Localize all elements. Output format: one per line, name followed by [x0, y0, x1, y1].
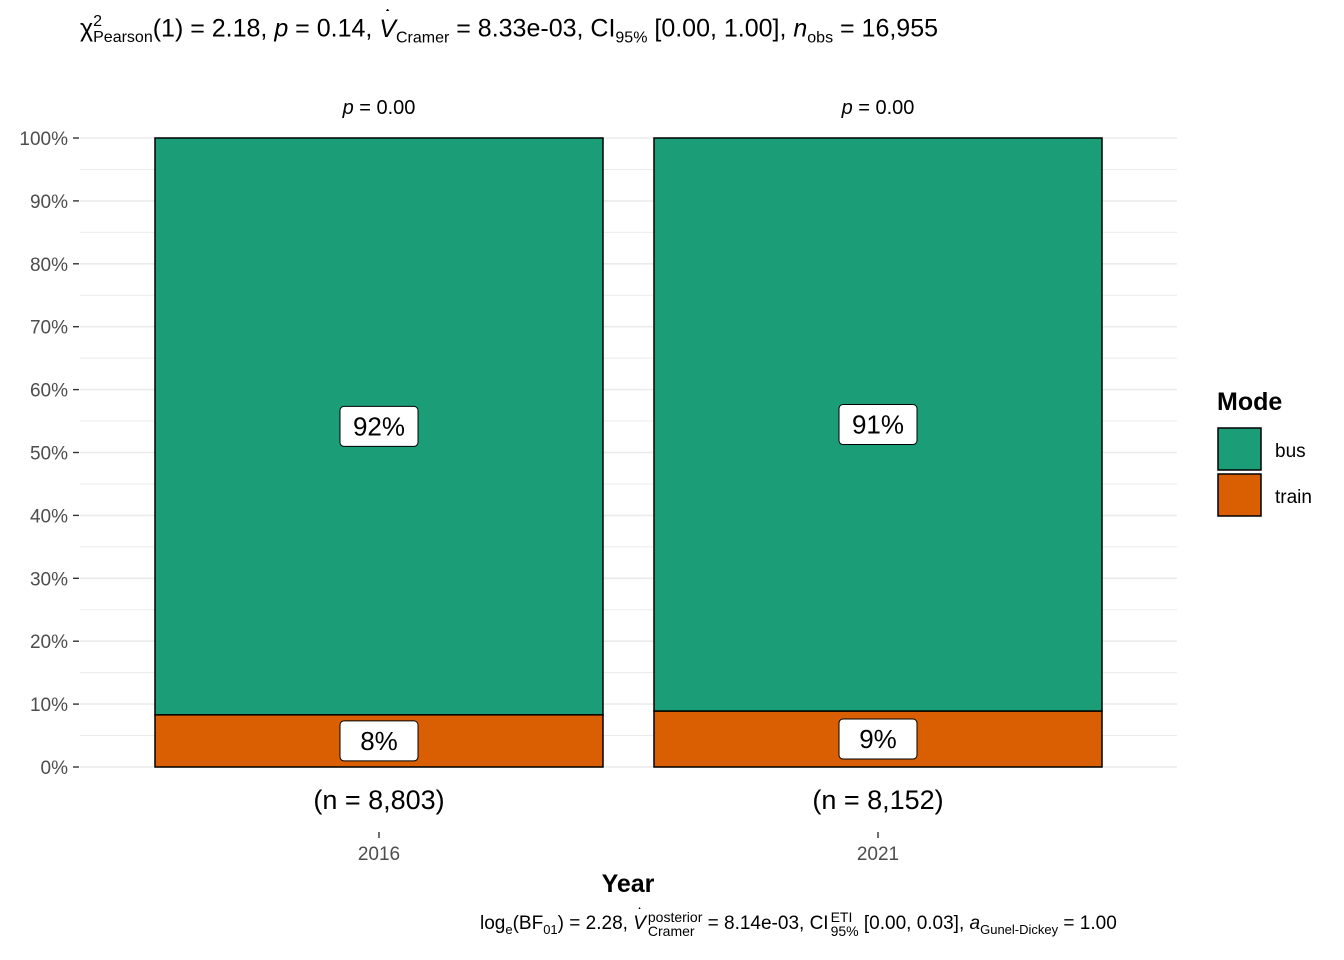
y-tick-label: 60% — [30, 381, 68, 402]
df-text: (1) — [152, 14, 184, 43]
y-tick-label: 0% — [41, 758, 69, 779]
v-value: = 8.33e-03, CI — [449, 14, 616, 43]
legend-title: Mode — [1217, 388, 1282, 416]
bf-label: (BF — [512, 913, 544, 935]
p-value: = 0.14, — [288, 14, 380, 43]
bar-labels: 8% 92% p = 0.00 (n = 8,803) 9% 91% p = 0.00 (n … — [313, 97, 943, 815]
prior-symbol: a — [969, 913, 981, 935]
data-label-box — [339, 405, 419, 447]
data-label-bus-2016: 92% — [353, 411, 405, 441]
y-axis-ticks: 0% 10% 20% 30% 40% 50% 60% 70% 80% 90% 100% — [19, 129, 79, 779]
legend[interactable]: Mode bus train — [1217, 388, 1312, 517]
data-label-train-2021: 9% — [859, 724, 897, 754]
data-label-bus-2021: 91% — [852, 410, 904, 440]
v-hat-symbol: V — [379, 14, 396, 43]
v-post-sup: posterior — [647, 909, 703, 925]
x-axis-title: Year — [602, 870, 655, 898]
v-sub: Cramer — [395, 29, 450, 47]
ci-sub: 95% — [615, 29, 648, 47]
prior-value: = 1.00 — [1058, 913, 1117, 935]
y-tick-label: 30% — [30, 569, 68, 590]
sample-size-label: (n = 8,152) — [812, 785, 943, 815]
y-tick-label: 70% — [30, 318, 68, 339]
ci-eti-sup: ETI — [830, 909, 853, 925]
y-tick-label: 20% — [30, 632, 68, 653]
y-tick-label: 50% — [30, 444, 68, 465]
v-post-symbol: V — [633, 913, 646, 935]
chi-symbol: χ — [80, 14, 94, 43]
ci-eti-sub: 95% — [830, 923, 859, 939]
prior-sub: Gunel-Dickey — [980, 921, 1059, 937]
bar-top-p-label: p = 0.00 — [342, 97, 416, 119]
x-tick-label: 2016 — [358, 844, 400, 865]
y-tick-label: 90% — [30, 192, 68, 213]
v-post-sub: Cramer — [647, 923, 695, 939]
ci-eti-value: [0.00, 0.03], — [858, 913, 970, 935]
sample-size-label: (n = 8,803) — [313, 785, 444, 815]
v-post-value: = 8.14e-03, CI — [702, 913, 829, 935]
bf-value: ) = 2.28, — [557, 913, 634, 935]
n-value: = 16,955 — [833, 14, 939, 43]
y-tick-label: 80% — [30, 255, 68, 276]
bf-sub: 01 — [543, 921, 558, 937]
legend-label-train[interactable]: train — [1275, 487, 1312, 508]
chart-subtitle: χ 2 Pearson (1) = 2.18, p = 0.14, VCramer =… — [80, 14, 938, 48]
y-tick-label: 100% — [19, 129, 68, 150]
legend-label-bus[interactable]: bus — [1275, 441, 1306, 462]
p-label: p — [274, 14, 289, 43]
bar-top-p-label: p = 0.00 — [841, 97, 915, 119]
data-label-box — [339, 720, 419, 762]
log-sub: e — [505, 921, 513, 937]
x-axis-ticks: 2016 2021 — [358, 832, 899, 865]
y-tick-label: 10% — [30, 695, 68, 716]
ci-value: [0.00, 1.00], — [647, 14, 794, 43]
chi-sub: Pearson — [93, 29, 153, 46]
y-tick-label: 40% — [30, 506, 68, 527]
chi-sup: 2 — [93, 13, 103, 30]
chi-value: = 2.18, — [183, 14, 275, 43]
legend-key-train[interactable] — [1217, 473, 1262, 517]
n-sub: obs — [807, 29, 834, 47]
log-label: log — [480, 913, 506, 935]
data-label-train-2016: 8% — [360, 726, 398, 756]
legend-key-bus[interactable] — [1217, 427, 1262, 471]
n-label: n — [793, 14, 808, 43]
data-label-box — [838, 718, 918, 760]
data-label-box — [838, 404, 918, 446]
x-tick-label: 2021 — [857, 844, 899, 865]
